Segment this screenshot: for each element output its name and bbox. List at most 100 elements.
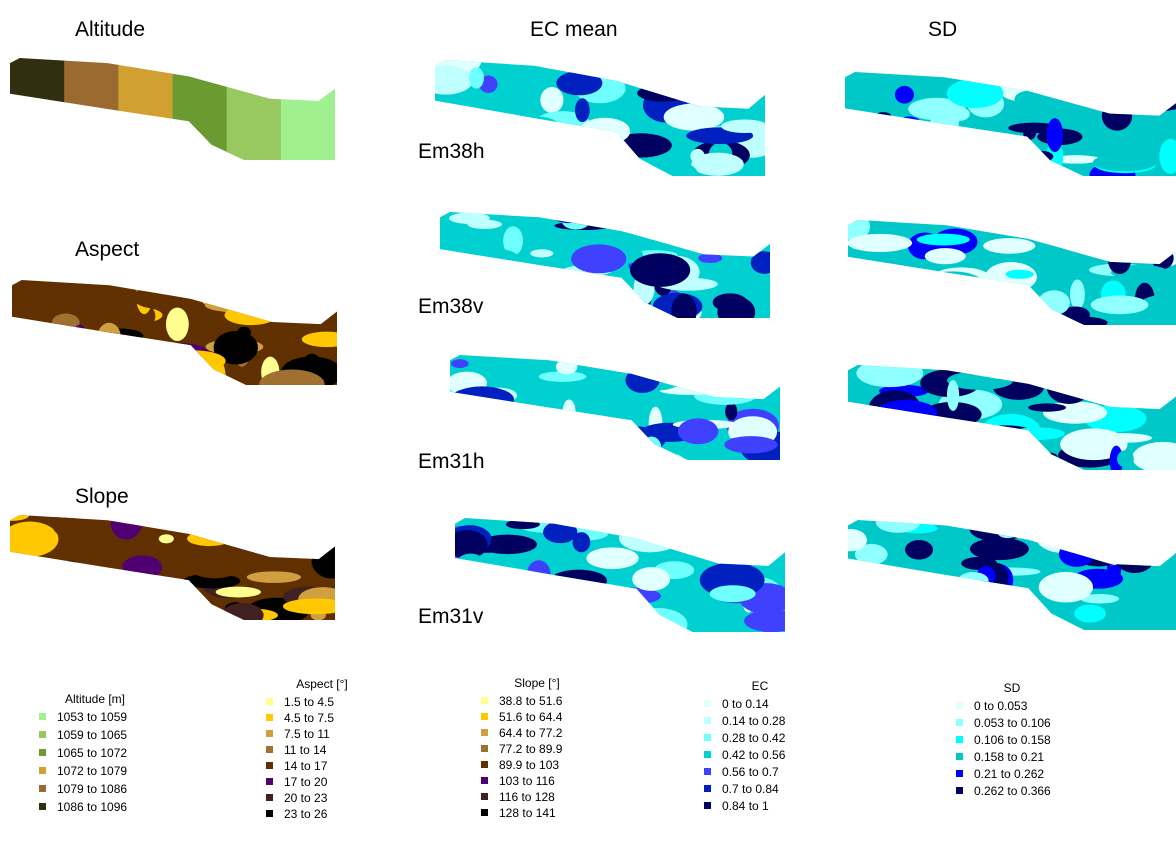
map-zone xyxy=(241,364,256,380)
map-zone xyxy=(713,293,748,311)
legend-swatch xyxy=(266,794,273,801)
map-zone xyxy=(1093,154,1157,171)
map-zone xyxy=(72,324,87,354)
legend-swatch xyxy=(266,698,273,705)
map-zone xyxy=(642,436,661,457)
map-zone xyxy=(559,590,603,625)
map-zone xyxy=(958,572,989,589)
map-zone xyxy=(1059,541,1095,567)
map-zone xyxy=(967,460,1025,469)
map-zone xyxy=(836,113,881,121)
map-zone xyxy=(1,522,58,557)
map-zone xyxy=(458,583,474,604)
map-zone xyxy=(1077,220,1123,236)
map-zone xyxy=(52,313,80,331)
row-label: Em31h xyxy=(418,450,485,473)
map-zone xyxy=(947,79,1004,108)
map-zone xyxy=(819,159,875,187)
map-zone xyxy=(1092,433,1152,443)
map-zone xyxy=(1091,217,1109,230)
map-zone xyxy=(678,418,719,444)
legend-label: 103 to 116 xyxy=(499,774,555,788)
map-zone xyxy=(1040,452,1058,461)
map-zone xyxy=(286,295,334,307)
map-zone xyxy=(573,532,591,552)
map-zone xyxy=(694,386,757,404)
map-zone xyxy=(312,544,351,579)
map-zone xyxy=(645,515,681,529)
map-zone xyxy=(879,283,921,317)
legend-swatch xyxy=(39,785,46,792)
map-zone xyxy=(58,560,83,593)
legend-swatch xyxy=(481,745,488,752)
map-zone xyxy=(947,380,959,411)
legend-title: Slope [°] xyxy=(514,676,560,690)
map-zone xyxy=(10,572,45,602)
map-zone xyxy=(933,267,990,287)
map-zone xyxy=(419,65,473,94)
map-zone xyxy=(0,370,26,384)
map-zone xyxy=(632,567,670,591)
legend-swatch xyxy=(39,713,46,720)
map-zone xyxy=(1070,279,1085,309)
legend-title: Aspect [°] xyxy=(296,677,348,691)
map-zone xyxy=(1091,296,1149,315)
map-zone xyxy=(186,550,243,578)
map-zone xyxy=(890,588,953,601)
legend-label: 0.7 to 0.84 xyxy=(722,782,779,796)
map-zone xyxy=(928,604,961,628)
legend-swatch xyxy=(39,803,46,810)
map-zone xyxy=(829,417,869,428)
map xyxy=(438,343,798,474)
map-zone xyxy=(111,507,142,540)
map-zone xyxy=(958,606,985,635)
map xyxy=(10,58,336,160)
map-zone xyxy=(561,211,590,229)
map-zone xyxy=(225,305,278,325)
legend-label: 0.84 to 1 xyxy=(722,799,769,813)
legend-swatch xyxy=(266,762,273,769)
map-zone xyxy=(865,602,892,635)
map-zone xyxy=(1136,73,1176,92)
map-zone xyxy=(467,249,518,265)
map-zone xyxy=(888,299,925,311)
map-zone xyxy=(601,396,646,422)
map xyxy=(830,512,1176,642)
map-zone xyxy=(698,253,722,263)
legend-label: 0.21 to 0.262 xyxy=(974,767,1044,781)
map-zone xyxy=(159,534,174,543)
map-zone xyxy=(89,581,150,592)
map-zone xyxy=(876,512,920,533)
legend-label: 1072 to 1079 xyxy=(57,764,127,778)
map-zone xyxy=(671,294,696,329)
legend-label: 77.2 to 89.9 xyxy=(499,742,563,756)
legend-label: 0 to 0.053 xyxy=(974,699,1028,713)
legend-label: 7.5 to 11 xyxy=(284,727,330,741)
map-zone xyxy=(122,364,165,382)
map-zone xyxy=(571,244,626,273)
map-zone xyxy=(0,330,25,359)
legend-swatch xyxy=(481,713,488,720)
map-zone xyxy=(10,58,65,160)
map-zone xyxy=(492,591,522,614)
legend-swatch xyxy=(956,702,963,709)
map-zone xyxy=(580,608,617,636)
legend-label: 89.9 to 103 xyxy=(499,758,559,772)
map-zone xyxy=(1014,91,1044,109)
map-zone xyxy=(919,271,986,302)
map xyxy=(0,506,351,630)
map-zone xyxy=(1070,363,1135,388)
map-zone xyxy=(673,212,701,231)
map-zone xyxy=(64,58,119,160)
map-zone xyxy=(721,119,768,133)
map-zone xyxy=(1121,64,1176,86)
map-zone xyxy=(859,441,909,462)
map-zone xyxy=(1038,290,1070,315)
map xyxy=(414,44,775,188)
map-zone xyxy=(990,455,1016,476)
map-zone xyxy=(536,275,572,296)
map-zone xyxy=(629,608,688,641)
figure: Altitude EC mean SD Aspect Slope Em38h E… xyxy=(0,0,1176,841)
legend-swatch xyxy=(956,736,963,743)
map-zone xyxy=(237,327,251,338)
